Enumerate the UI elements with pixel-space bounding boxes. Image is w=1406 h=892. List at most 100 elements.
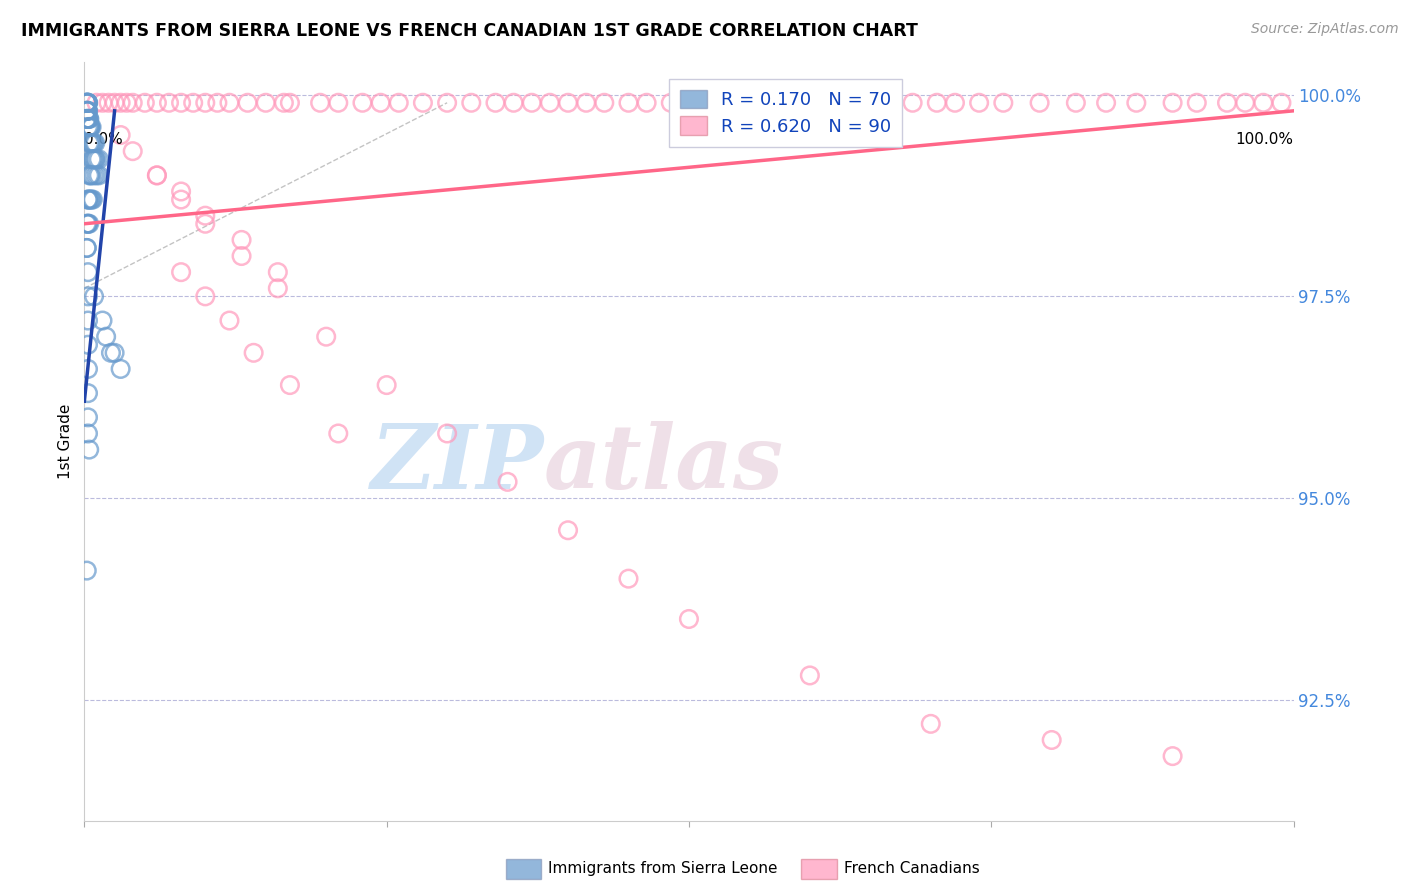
- Point: [77, 120, 100, 134]
- Point: [877, 95, 900, 110]
- Point: [76, 241, 98, 255]
- Point: [77, 442, 100, 457]
- Point: [76, 564, 98, 578]
- Point: [76, 95, 98, 110]
- Point: [593, 95, 616, 110]
- Point: [77, 112, 100, 126]
- Point: [76, 95, 98, 110]
- Point: [1040, 733, 1063, 747]
- Text: French Canadians: French Canadians: [844, 862, 980, 876]
- Text: IMMIGRANTS FROM SIERRA LEONE VS FRENCH CANADIAN 1ST GRADE CORRELATION CHART: IMMIGRANTS FROM SIERRA LEONE VS FRENCH C…: [21, 22, 918, 40]
- Point: [273, 95, 295, 110]
- Point: [315, 329, 337, 343]
- Point: [134, 95, 156, 110]
- Point: [181, 95, 204, 110]
- Point: [77, 313, 100, 327]
- Point: [218, 95, 240, 110]
- Point: [231, 249, 253, 263]
- Point: [77, 103, 100, 118]
- Point: [278, 378, 301, 392]
- Point: [77, 217, 100, 231]
- Point: [617, 572, 640, 586]
- Point: [94, 329, 117, 343]
- Point: [967, 95, 990, 110]
- Point: [678, 612, 700, 626]
- Point: [1064, 95, 1087, 110]
- Point: [76, 103, 98, 118]
- Point: [194, 289, 217, 303]
- Text: Source: ZipAtlas.com: Source: ZipAtlas.com: [1251, 22, 1399, 37]
- Point: [77, 337, 100, 351]
- Point: [83, 136, 105, 150]
- Point: [1253, 95, 1275, 110]
- Point: [1161, 749, 1184, 764]
- Point: [920, 716, 942, 731]
- Point: [77, 112, 100, 126]
- Point: [104, 346, 127, 360]
- Point: [77, 426, 100, 441]
- Point: [146, 169, 169, 183]
- Point: [775, 95, 797, 110]
- Point: [370, 95, 392, 110]
- Point: [207, 95, 229, 110]
- Point: [84, 153, 107, 167]
- Point: [170, 193, 193, 207]
- Point: [77, 103, 100, 118]
- Point: [751, 95, 773, 110]
- Point: [86, 169, 108, 183]
- Point: [799, 95, 821, 110]
- Point: [82, 193, 104, 207]
- Point: [714, 95, 737, 110]
- Point: [77, 386, 100, 401]
- Point: [659, 95, 682, 110]
- Point: [77, 95, 100, 110]
- Point: [538, 95, 561, 110]
- Point: [76, 241, 98, 255]
- Point: [82, 136, 104, 150]
- Text: atlas: atlas: [544, 421, 783, 508]
- Point: [267, 281, 290, 295]
- Point: [218, 313, 240, 327]
- Point: [1125, 95, 1147, 110]
- Point: [242, 346, 264, 360]
- Point: [77, 95, 100, 110]
- Point: [170, 265, 193, 279]
- Point: [575, 95, 598, 110]
- Point: [146, 169, 169, 183]
- Point: [502, 95, 524, 110]
- Point: [104, 95, 127, 110]
- Point: [80, 169, 103, 183]
- Point: [846, 95, 869, 110]
- Point: [97, 95, 120, 110]
- Point: [146, 95, 169, 110]
- Point: [77, 193, 100, 207]
- Point: [76, 112, 98, 126]
- Point: [77, 362, 100, 376]
- Point: [77, 410, 100, 425]
- Point: [91, 313, 114, 327]
- Point: [823, 95, 845, 110]
- Point: [436, 426, 458, 441]
- Point: [76, 112, 98, 126]
- Point: [83, 289, 105, 303]
- Point: [388, 95, 411, 110]
- Point: [79, 120, 101, 134]
- Point: [86, 153, 108, 167]
- Point: [87, 153, 110, 167]
- Point: [80, 136, 103, 150]
- Point: [170, 95, 193, 110]
- Point: [557, 523, 579, 537]
- Point: [115, 95, 138, 110]
- Point: [733, 95, 755, 110]
- Point: [1095, 95, 1118, 110]
- Point: [77, 265, 100, 279]
- Point: [690, 95, 713, 110]
- Point: [157, 95, 180, 110]
- Point: [110, 362, 132, 376]
- Point: [110, 95, 132, 110]
- Point: [993, 95, 1015, 110]
- Point: [231, 233, 253, 247]
- Point: [170, 185, 193, 199]
- Point: [80, 193, 103, 207]
- Point: [194, 217, 217, 231]
